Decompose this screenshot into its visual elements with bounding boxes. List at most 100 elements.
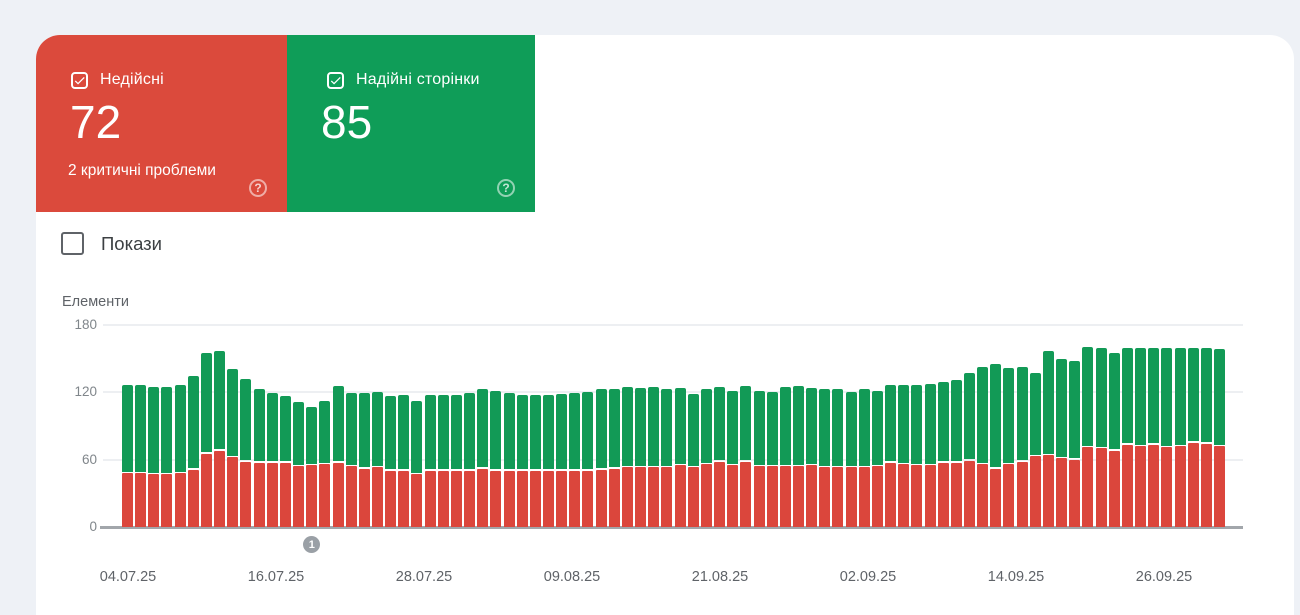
stacked-bar[interactable] (924, 383, 936, 527)
stacked-bar[interactable] (503, 392, 515, 527)
stacked-bar[interactable] (858, 389, 870, 527)
stacked-bar[interactable] (1069, 361, 1081, 527)
stacked-bar[interactable] (845, 391, 857, 527)
stacked-bar[interactable] (1213, 348, 1225, 527)
impressions-checkbox[interactable] (61, 232, 84, 255)
stacked-bar[interactable] (740, 386, 752, 527)
annotation-marker[interactable]: 1 (303, 536, 321, 553)
stacked-bar[interactable] (1042, 351, 1054, 527)
stacked-bar[interactable] (1082, 346, 1094, 527)
stacked-bar[interactable] (687, 393, 699, 527)
invalid-pages-segment (727, 465, 739, 527)
stacked-bar[interactable] (332, 386, 344, 527)
stacked-bar[interactable] (306, 407, 318, 527)
invalid-pages-segment (1016, 461, 1028, 527)
help-icon[interactable]: ? (497, 179, 515, 197)
stacked-bar[interactable] (1095, 347, 1107, 527)
stacked-bar[interactable] (227, 369, 239, 527)
valid-pages-segment (1174, 347, 1186, 445)
stacked-bar[interactable] (1016, 366, 1028, 527)
stacked-bar[interactable] (411, 400, 423, 527)
valid-card[interactable]: Надійні сторінки 85 ? (287, 35, 535, 212)
stacked-bar[interactable] (174, 384, 186, 527)
stacked-bar[interactable] (1121, 347, 1133, 527)
stacked-bar[interactable] (819, 389, 831, 527)
stacked-bar[interactable] (266, 392, 278, 527)
stacked-bar[interactable] (964, 372, 975, 527)
stacked-bar[interactable] (608, 389, 620, 527)
stacked-bar[interactable] (1029, 372, 1041, 527)
stacked-bar[interactable] (911, 384, 923, 527)
stacked-bar[interactable] (371, 391, 383, 527)
stacked-bar[interactable] (582, 391, 594, 527)
stacked-bar[interactable] (1108, 353, 1120, 527)
stacked-bar[interactable] (148, 387, 160, 527)
stacked-bar[interactable] (1003, 368, 1015, 527)
invalid-card[interactable]: Недійсні 72 2 критичні проблеми ? (36, 35, 287, 212)
stacked-bar[interactable] (1056, 359, 1068, 527)
stacked-bar[interactable] (345, 392, 357, 527)
stacked-bar[interactable] (1187, 347, 1199, 527)
stacked-bar[interactable] (398, 395, 410, 527)
stacked-bar[interactable] (898, 384, 910, 527)
stacked-bar[interactable] (385, 396, 397, 527)
stacked-bar[interactable] (806, 388, 818, 527)
stacked-bar[interactable] (779, 387, 791, 527)
valid-pages-segment (464, 392, 476, 470)
stacked-bar[interactable] (200, 353, 212, 527)
stacked-bar[interactable] (556, 393, 568, 527)
stacked-bar[interactable] (516, 395, 528, 527)
stacked-bar[interactable] (635, 388, 647, 527)
stacked-bar[interactable] (358, 392, 370, 527)
stacked-bar[interactable] (1135, 347, 1147, 527)
stacked-bar[interactable] (832, 389, 844, 527)
stacked-bar[interactable] (161, 387, 173, 527)
stacked-bar[interactable] (727, 390, 739, 527)
stacked-bar[interactable] (714, 387, 726, 527)
valid-checkbox[interactable] (327, 71, 344, 89)
stacked-bar[interactable] (885, 384, 897, 527)
stacked-bar[interactable] (240, 379, 252, 527)
stacked-bar[interactable] (319, 400, 331, 527)
invalid-pages-segment (1121, 444, 1133, 527)
stacked-bar[interactable] (674, 388, 686, 527)
stacked-bar[interactable] (477, 389, 489, 527)
stacked-bar[interactable] (977, 366, 989, 527)
stacked-bar[interactable] (1200, 347, 1212, 527)
stacked-bar[interactable] (450, 395, 462, 527)
stacked-bar[interactable] (792, 386, 804, 527)
stacked-bar[interactable] (990, 363, 1002, 527)
stacked-bar[interactable] (937, 381, 949, 527)
stacked-bar[interactable] (122, 384, 133, 527)
stacked-bar[interactable] (214, 351, 226, 527)
invalid-pages-segment (556, 470, 568, 527)
stacked-bar[interactable] (700, 389, 712, 527)
stacked-bar[interactable] (648, 387, 660, 527)
stacked-bar[interactable] (621, 387, 633, 527)
stacked-bar[interactable] (1174, 347, 1186, 527)
stacked-bar[interactable] (187, 375, 199, 527)
stacked-bar[interactable] (293, 401, 305, 527)
help-icon[interactable]: ? (249, 179, 267, 197)
stacked-bar[interactable] (424, 395, 436, 527)
stacked-bar[interactable] (950, 380, 962, 527)
stacked-bar[interactable] (1161, 347, 1173, 527)
invalid-checkbox[interactable] (71, 71, 88, 89)
stacked-bar[interactable] (661, 389, 673, 527)
stacked-bar[interactable] (871, 390, 883, 527)
stacked-bar[interactable] (1148, 347, 1160, 527)
stacked-bar[interactable] (490, 390, 502, 527)
stacked-bar[interactable] (569, 392, 581, 527)
stacked-bar[interactable] (253, 389, 265, 527)
stacked-bar[interactable] (437, 395, 449, 527)
stacked-bar[interactable] (279, 396, 291, 527)
stacked-bar[interactable] (766, 391, 778, 527)
stacked-bar[interactable] (464, 392, 476, 527)
stacked-bar[interactable] (543, 395, 554, 527)
stacked-bar[interactable] (135, 384, 147, 527)
stacked-bar[interactable] (529, 395, 541, 527)
stacked-bar[interactable] (753, 390, 765, 527)
stacked-bar[interactable] (595, 389, 607, 527)
invalid-pages-segment (582, 470, 594, 527)
y-tick-label: 180 (74, 316, 97, 332)
